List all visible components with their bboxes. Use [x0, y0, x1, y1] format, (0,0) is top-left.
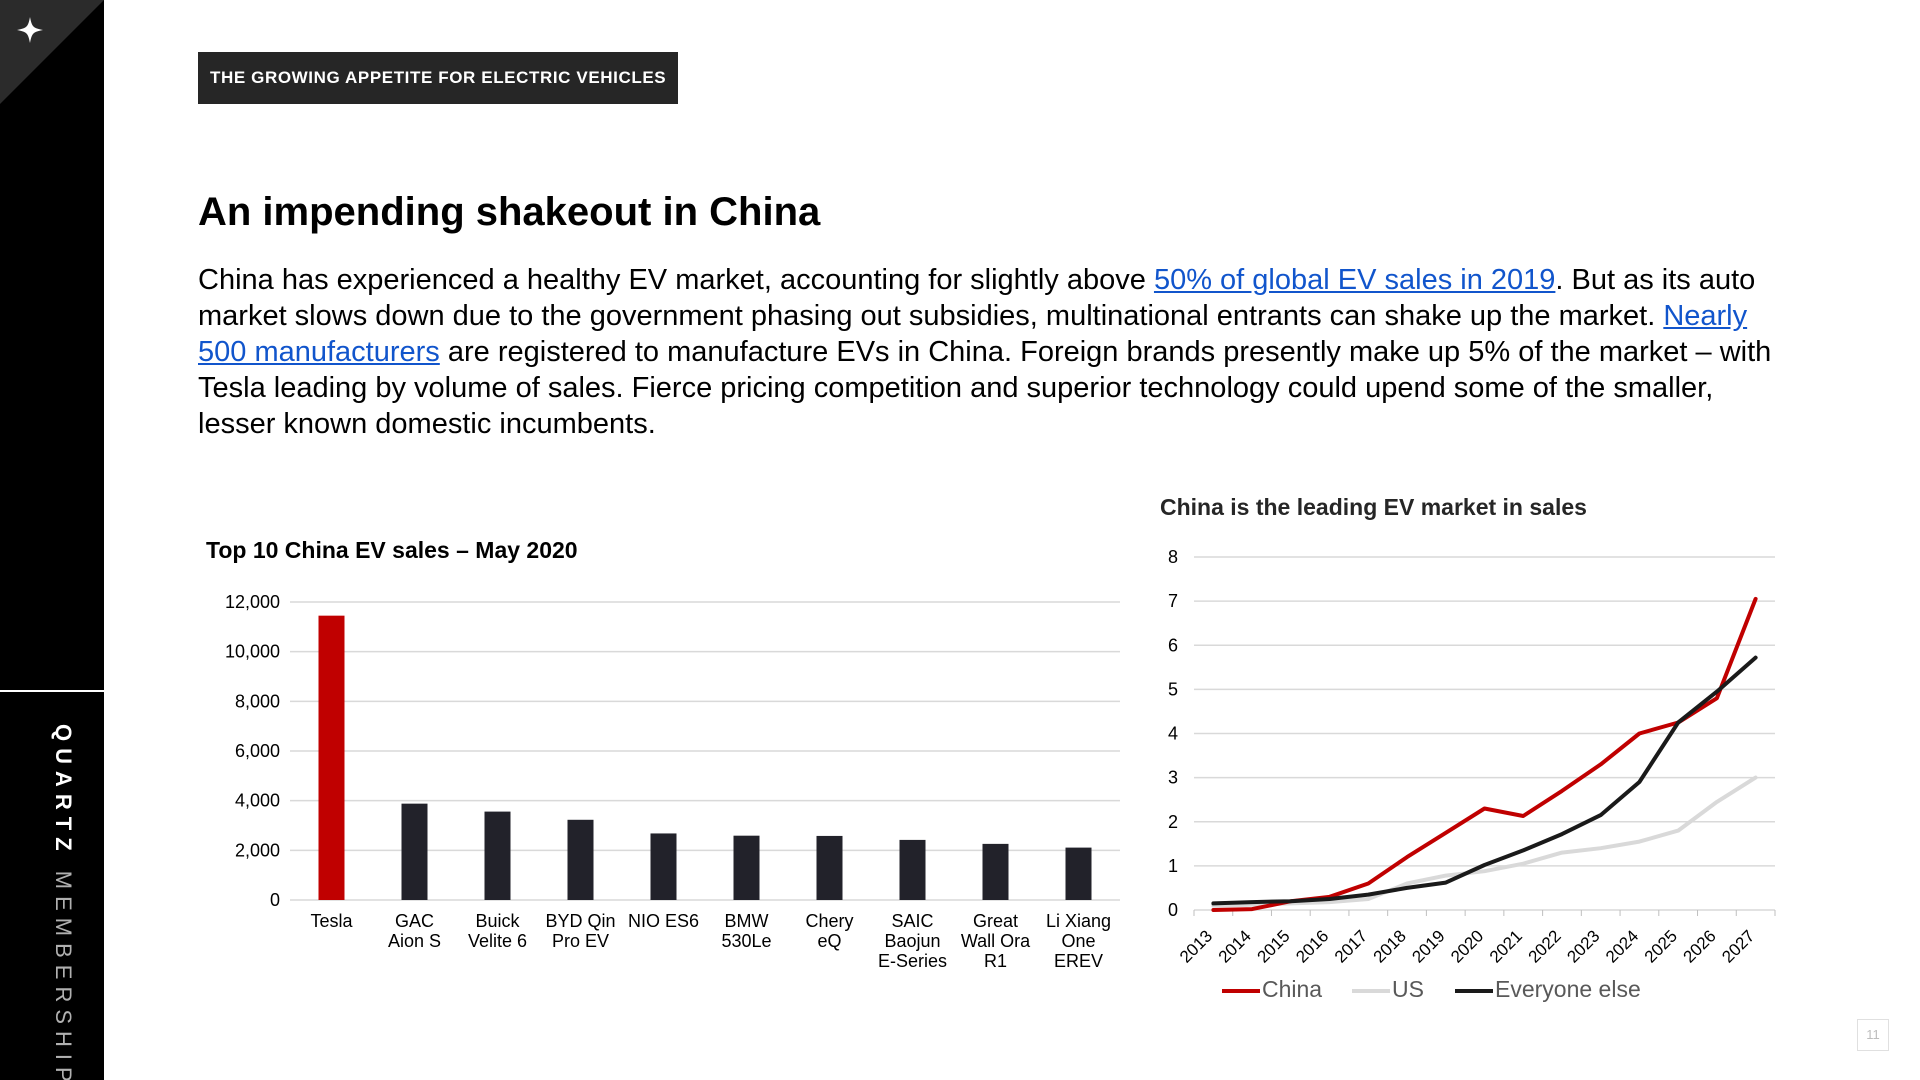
line-y-tick-label: 0: [1168, 900, 1178, 920]
line-x-tick-label: 2020: [1447, 926, 1487, 966]
page-number: 11: [1857, 1019, 1889, 1051]
line-x-tick-label: 2016: [1292, 926, 1332, 966]
bar-y-tick-label: 10,000: [225, 642, 280, 662]
bar-x-tick-label: BYD Qin Pro EV: [545, 911, 615, 951]
bar-chart: Top 10 China EV sales – May 2020 0 2,000 4,…: [206, 537, 1120, 971]
bar-x-tick-label: BMW 530Le: [721, 911, 771, 951]
bar-great-wall-ora-r1: [982, 843, 1009, 900]
bar-y-tick-label: 8,000: [235, 691, 280, 711]
bar-y-tick-label: 0: [270, 890, 280, 910]
line-x-tick-label: 2024: [1602, 926, 1642, 966]
bar-saic-baojun-e-series: [899, 839, 926, 900]
body-paragraph: China has experienced a healthy EV marke…: [198, 262, 1798, 442]
bar-x-tick-label: Li Xiang One EREV: [1046, 911, 1111, 971]
bar-x-tick-label: Buick Velite 6: [468, 911, 527, 951]
line-y-tick-label: 1: [1168, 856, 1178, 876]
corner-flap: [0, 0, 104, 104]
bar-chery-eq: [816, 835, 843, 900]
body-text-1: China has experienced a healthy EV marke…: [198, 264, 1154, 296]
line-y-tick-label: 4: [1168, 724, 1178, 744]
bar-x-tick-label: Tesla: [310, 911, 353, 931]
line-x-tick-label: 2015: [1253, 926, 1293, 966]
line-y-tick-label: 7: [1168, 591, 1178, 611]
bar-byd-qin-pro-ev: [567, 819, 594, 900]
sidebar: QUARTZ MEMBERSHIP: [0, 0, 104, 1080]
bar-x-tick-label: SAIC Baojun E-Series: [878, 911, 947, 971]
line-y-tick-label: 5: [1168, 679, 1178, 699]
line-x-tick-label: 2014: [1215, 926, 1255, 966]
bar-y-tick-label: 2,000: [235, 840, 280, 860]
bar-nio-es6: [650, 833, 677, 900]
bar-y-tick-label: 12,000: [225, 592, 280, 612]
line-x-tick-label: 2013: [1176, 926, 1216, 966]
line-y-tick-label: 3: [1168, 768, 1178, 788]
line-x-tick-label: 2019: [1408, 926, 1448, 966]
bar-y-tick-label: 6,000: [235, 741, 280, 761]
line-y-tick-label: 8: [1168, 547, 1178, 567]
line-chart: China is the leading EV market in sales 0…: [1160, 494, 1776, 1002]
bar-y-tick-label: 4,000: [235, 791, 280, 811]
brand-secondary: MEMBERSHIP: [51, 870, 76, 1080]
series-line-us: [1211, 775, 1758, 908]
line-y-tick-label: 2: [1168, 812, 1178, 832]
bar-buick-velite-6: [484, 811, 511, 900]
sparkle-icon: [17, 17, 43, 43]
series-line-everyone-else: [1211, 655, 1758, 906]
line-x-tick-label: 2017: [1331, 926, 1371, 966]
bar-chart-title: Top 10 China EV sales – May 2020: [206, 537, 578, 563]
line-x-tick-label: 2018: [1370, 926, 1410, 966]
page-title: An impending shakeout in China: [198, 190, 821, 234]
brand-wordmark: QUARTZ MEMBERSHIP: [36, 724, 76, 1080]
bar-x-tick-label: GAC Aion S: [388, 911, 441, 951]
line-x-tick-label: 2022: [1525, 926, 1565, 966]
body-text-3: are registered to manufacture EVs in Chi…: [198, 336, 1772, 440]
line-x-tick-label: 2023: [1563, 926, 1603, 966]
line-x-tick-label: 2027: [1718, 926, 1758, 966]
line-y-tick-label: 6: [1168, 635, 1178, 655]
section-eyebrow: THE GROWING APPETITE FOR ELECTRIC VEHICL…: [198, 52, 679, 104]
bar-tesla: [318, 615, 345, 900]
bar-gac-aion-s: [401, 803, 428, 900]
sidebar-divider: [0, 690, 104, 692]
bar-li-xiang-one-erev: [1065, 847, 1092, 900]
legend-label-china: China: [1262, 976, 1322, 1002]
line-x-tick-label: 2025: [1641, 926, 1681, 966]
bar-bmw-530le: [733, 835, 760, 900]
brand-primary: QUARTZ: [51, 724, 76, 858]
line-x-tick-label: 2026: [1680, 926, 1720, 966]
global-ev-sales-link[interactable]: 50% of global EV sales in 2019: [1153, 264, 1556, 296]
line-x-tick-label: 2021: [1486, 926, 1526, 966]
body-text-2: . But as its auto market slows down due …: [198, 264, 1756, 332]
bar-x-tick-label: Chery eQ: [805, 911, 853, 951]
legend-label-us: US: [1392, 976, 1424, 1002]
legend-label-everyone-else: Everyone else: [1495, 976, 1641, 1002]
bar-x-tick-label: Great Wall Ora R1: [961, 911, 1031, 971]
line-chart-title: China is the leading EV market in sales: [1160, 494, 1587, 520]
bar-x-tick-label: NIO ES6: [628, 911, 699, 931]
manufacturers-link[interactable]: Nearly 500 manufacturers: [198, 300, 1748, 368]
